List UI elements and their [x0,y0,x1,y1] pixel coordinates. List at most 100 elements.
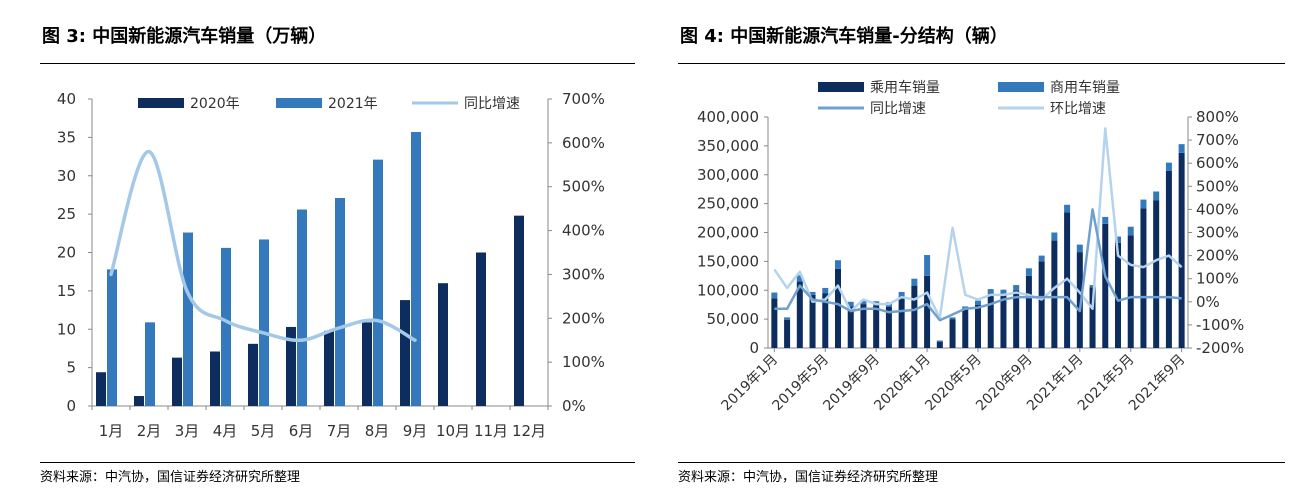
bar-2020 [400,300,410,406]
bar-2020 [134,396,144,406]
chart-figure-3: 05101520253035400%100%200%300%400%500%60… [57,90,605,440]
y-tick-label: 5 [66,359,76,377]
y-tick-label: 150,000 [697,252,759,270]
bar-passenger [847,306,854,348]
chart-figure-4: 0 50,000 100,000 150,000 200,000 250,000 300,0… [697,79,1244,414]
bar-commercial [936,340,943,342]
bar-2021 [259,239,269,406]
title-rule [40,63,635,64]
bar-2020 [210,351,220,406]
legend-commercial-swatch [998,82,1044,92]
y-tick-label: 20 [57,244,76,262]
bar-commercial [1127,226,1134,236]
bar-passenger [1076,252,1083,348]
y-tick-label: 200,000 [697,224,759,242]
chart-panel-right: 图 4: 中国新能源汽车销量-分结构（辆） 0 50,000 100,000 150,… [668,0,1295,491]
bar-passenger [987,296,994,348]
y-tick-label: 100,000 [697,281,759,299]
bar-passenger [936,341,943,348]
x-tick-label: 12月 [512,422,546,440]
y2-tick-label: 800% [1196,108,1239,126]
y-tick-label: 0 [66,397,76,415]
y-tick-label: 15 [57,282,76,300]
bar-2021 [145,322,155,406]
bar-2021 [373,159,383,406]
bar-2021 [107,269,117,406]
bar-commercial [1153,191,1160,201]
y2-tick-label: -100% [1196,316,1244,334]
bar-commercial [771,292,778,299]
bar-commercial [911,278,918,286]
y2-tick-label: 100% [562,353,605,371]
bar-commercial [809,291,816,295]
x-tick-label: 1月 [99,422,124,440]
bar-commercial [1165,162,1172,171]
bar-passenger [1089,287,1096,348]
bar-2020 [438,283,448,406]
bar-2020 [248,343,258,406]
bar-commercial [898,291,905,298]
bar-commercial [1140,199,1147,209]
legend-mom-label: 环比增速 [1050,101,1106,117]
source-note: 资料来源：中汽协，国信证券经济研究所整理 [40,470,301,485]
title-rule [678,63,1285,64]
legend-passenger-swatch [818,82,864,92]
bar-commercial [860,300,867,305]
bar-commercial [822,287,829,294]
bar-commercial [949,317,956,320]
y2-tick-label: 200% [1196,247,1239,265]
chart-panel-left: 图 3: 中国新能源汽车销量（万辆） 0 5 10 15 20 25 30 35 40 0% 100… [0,0,640,491]
bar-2021 [411,132,421,406]
bar-passenger [771,298,778,348]
bar-2021 [297,209,307,406]
legend-yoy-label: 同比增速 [464,96,520,112]
x-tick-label: 3月 [175,422,200,440]
x-tick-label: 8月 [365,422,390,440]
y2-tick-label: 400% [562,222,605,240]
bar-passenger [873,305,880,348]
bar-commercial [1051,232,1058,241]
bar-commercial [796,275,803,282]
bar-2021 [335,198,345,406]
bar-commercial [1000,289,1007,295]
source-rule [40,462,635,463]
y2-tick-label: 700% [1196,131,1239,149]
bar-passenger [924,275,931,348]
bar-2020 [514,215,524,406]
y2-tick-label: 100% [1196,270,1239,288]
bar-passenger [796,281,803,348]
bar-commercial [847,301,854,307]
bar-passenger [1038,261,1045,348]
line-mom-growth [773,127,1183,320]
bar-commercial [1064,204,1071,213]
source-note: 资料来源：中汽协，国信证券经济研究所整理 [678,470,939,485]
bar-commercial [1089,285,1096,288]
y2-tick-label: 600% [562,134,605,152]
legend-2020-label: 2020年 [190,96,240,112]
bar-passenger [860,304,867,348]
y2-tick-label: 500% [1196,177,1239,195]
bar-2020 [96,372,106,406]
y-tick-label: 350,000 [697,137,759,155]
x-tick-label: 10月 [436,422,470,440]
legend-yoy-label: 同比增速 [870,101,926,117]
y-tick-label: 50,000 [707,310,760,328]
line-yoy-growth [109,149,417,343]
x-tick-label: 7月 [327,422,352,440]
bar-passenger [809,294,816,348]
legend-2020-swatch [138,98,184,108]
y2-tick-label: 300% [562,265,605,283]
bar-passenger [911,285,918,348]
x-tick-label: 4月 [213,422,238,440]
y-tick-label: 0 [749,339,759,357]
bar-passenger [949,319,956,348]
bar-commercial [975,300,981,305]
bar-passenger [1127,235,1134,348]
y2-tick-label: 0% [562,397,586,415]
bar-commercial [987,289,994,297]
bar-passenger [1051,240,1058,348]
bar-passenger [1140,208,1147,348]
bar-commercial [924,255,931,276]
bar-commercial [1038,255,1045,262]
line-yoy-growth [774,208,1182,322]
